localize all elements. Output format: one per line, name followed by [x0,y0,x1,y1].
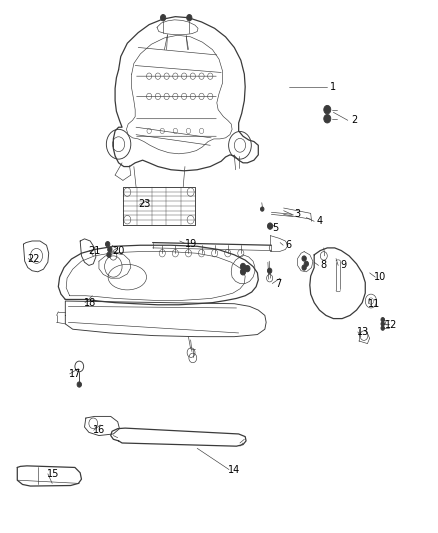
Text: 13: 13 [357,327,369,337]
Text: 9: 9 [340,261,346,270]
Circle shape [304,261,308,266]
Text: 10: 10 [374,272,387,282]
Text: 12: 12 [385,320,398,330]
Text: 1: 1 [329,82,336,92]
Circle shape [302,256,306,261]
Circle shape [381,326,385,330]
Text: 20: 20 [113,246,125,255]
Circle shape [107,252,111,257]
Circle shape [302,265,306,270]
Text: 14: 14 [228,465,240,474]
Circle shape [381,322,385,326]
Text: 7: 7 [275,279,281,288]
Text: 11: 11 [368,298,380,309]
Circle shape [77,382,81,387]
Circle shape [160,14,166,21]
Text: 17: 17 [69,369,81,379]
Circle shape [108,247,112,252]
Text: 8: 8 [321,261,327,270]
Circle shape [106,241,110,247]
Text: 4: 4 [316,216,322,227]
Circle shape [261,207,264,211]
Text: 19: 19 [184,239,197,248]
Text: 3: 3 [294,209,300,220]
Text: 2: 2 [351,115,357,125]
Text: 23: 23 [138,199,151,209]
Circle shape [324,115,331,123]
Circle shape [240,263,246,270]
Text: 5: 5 [272,223,279,233]
Circle shape [324,106,331,114]
Circle shape [381,318,385,322]
Circle shape [245,265,250,272]
Text: 16: 16 [93,425,105,435]
Circle shape [240,269,246,275]
Circle shape [268,223,273,229]
Text: 21: 21 [88,246,101,255]
Text: 15: 15 [47,469,59,479]
Text: 22: 22 [27,254,40,263]
Circle shape [268,268,272,273]
Circle shape [187,14,192,21]
Text: 6: 6 [286,240,292,250]
Text: 18: 18 [84,297,96,308]
